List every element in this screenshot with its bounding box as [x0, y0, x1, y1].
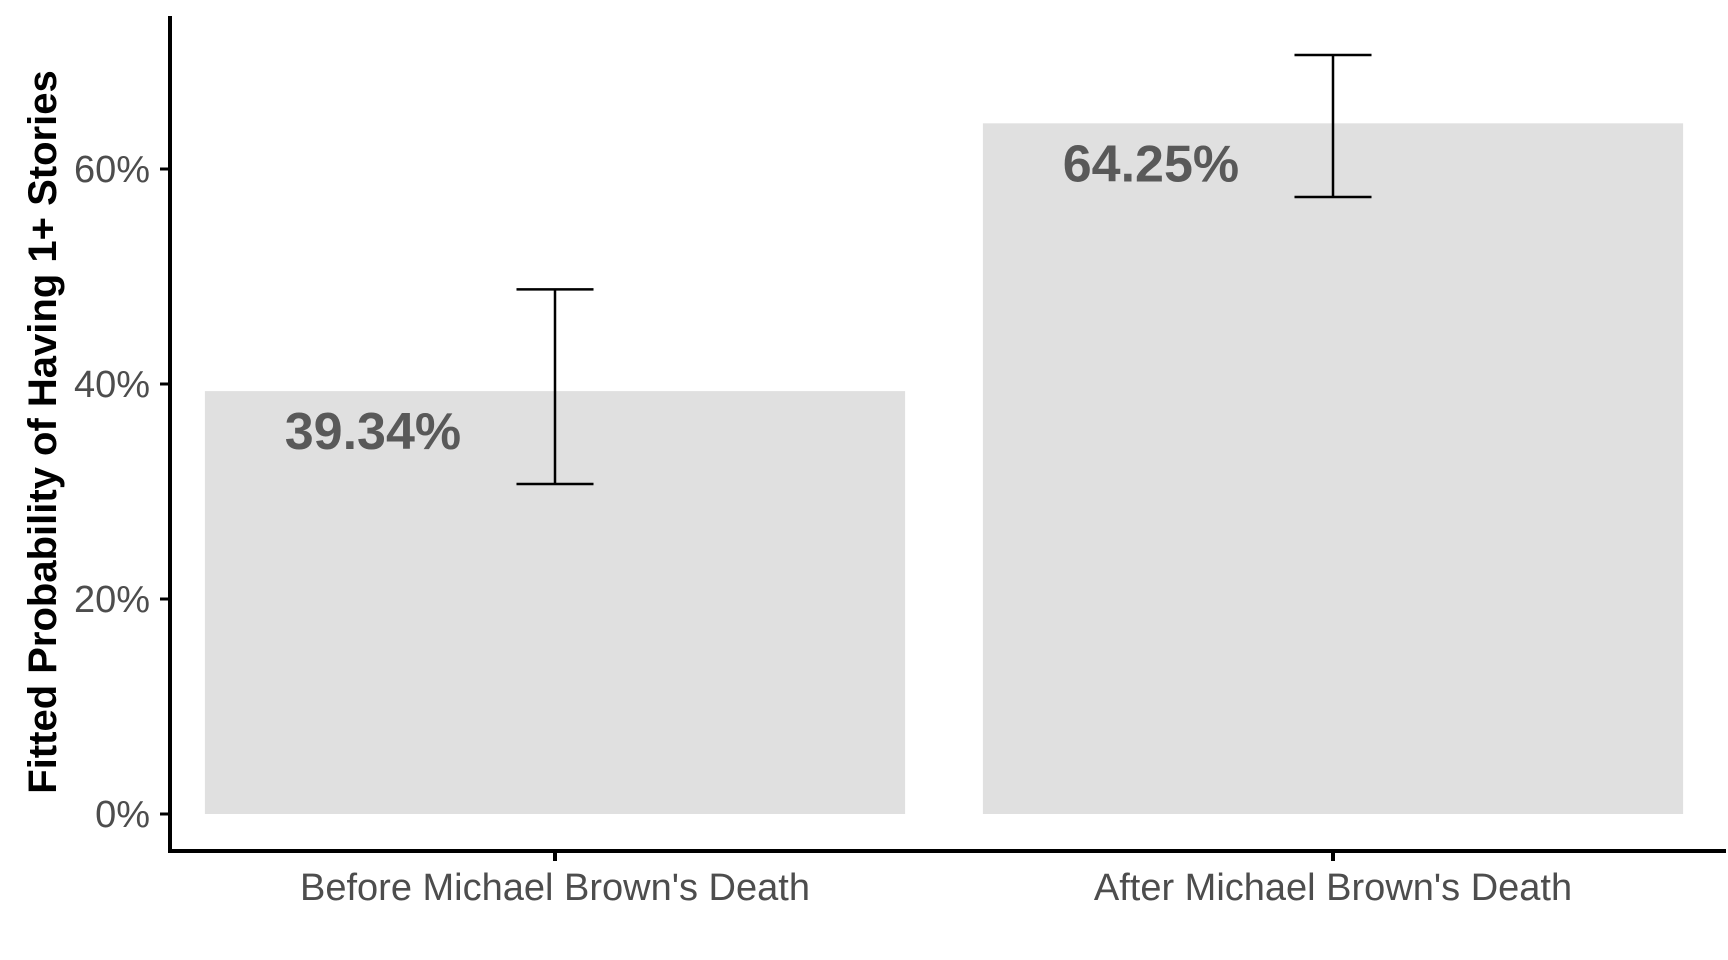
bars-layer [204, 123, 1684, 814]
y-axis-title: Fitted Probability of Having 1+ Stories [21, 70, 65, 793]
error-bar-0 [516, 288, 594, 486]
y-ticks-layer: 0% 20% 40% 60% [74, 149, 170, 836]
error-bars-layer [516, 53, 1372, 486]
y-tick-label-2: 40% [74, 364, 150, 406]
x-tick-label-0: Before Michael Brown's Death [300, 867, 810, 909]
value-label-1: 64.25% [1063, 135, 1239, 193]
bar-1 [982, 123, 1684, 814]
value-label-0: 39.34% [285, 403, 461, 461]
axes-layer [168, 16, 1726, 853]
y-tick-label-1: 20% [74, 579, 150, 621]
y-tick-label-0: 0% [95, 794, 150, 836]
y-tick-label-3: 60% [74, 149, 150, 191]
x-tick-label-1: After Michael Brown's Death [1094, 867, 1572, 909]
error-bar-1 [1294, 53, 1372, 199]
value-labels-layer: 39.34% 64.25% [285, 135, 1239, 461]
x-ticks-layer: Before Michael Brown's Death After Michae… [300, 851, 1572, 909]
